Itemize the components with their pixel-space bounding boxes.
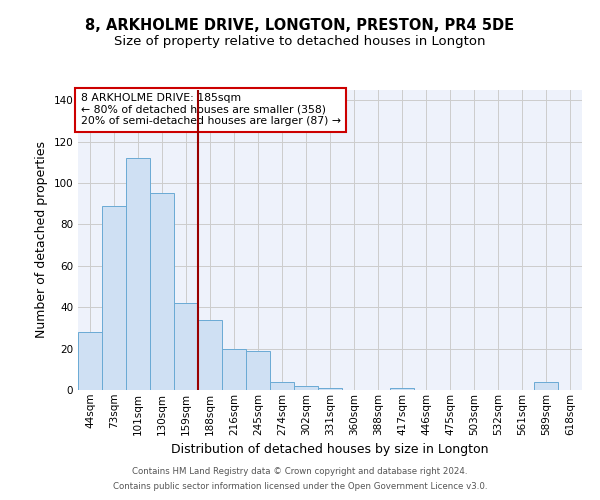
Bar <box>150 194 174 390</box>
Bar <box>246 350 270 390</box>
Y-axis label: Number of detached properties: Number of detached properties <box>35 142 48 338</box>
Bar <box>222 348 246 390</box>
Bar <box>270 382 294 390</box>
Bar <box>390 388 414 390</box>
Text: Contains public sector information licensed under the Open Government Licence v3: Contains public sector information licen… <box>113 482 487 491</box>
Text: Contains HM Land Registry data © Crown copyright and database right 2024.: Contains HM Land Registry data © Crown c… <box>132 467 468 476</box>
Bar <box>174 303 198 390</box>
Text: Size of property relative to detached houses in Longton: Size of property relative to detached ho… <box>114 35 486 48</box>
Bar <box>294 386 318 390</box>
Bar <box>126 158 150 390</box>
X-axis label: Distribution of detached houses by size in Longton: Distribution of detached houses by size … <box>171 443 489 456</box>
Bar <box>78 332 102 390</box>
Bar <box>198 320 222 390</box>
Text: 8 ARKHOLME DRIVE: 185sqm
← 80% of detached houses are smaller (358)
20% of semi-: 8 ARKHOLME DRIVE: 185sqm ← 80% of detach… <box>80 93 341 126</box>
Text: 8, ARKHOLME DRIVE, LONGTON, PRESTON, PR4 5DE: 8, ARKHOLME DRIVE, LONGTON, PRESTON, PR4… <box>85 18 515 32</box>
Bar <box>318 388 342 390</box>
Bar <box>102 206 126 390</box>
Bar <box>534 382 558 390</box>
